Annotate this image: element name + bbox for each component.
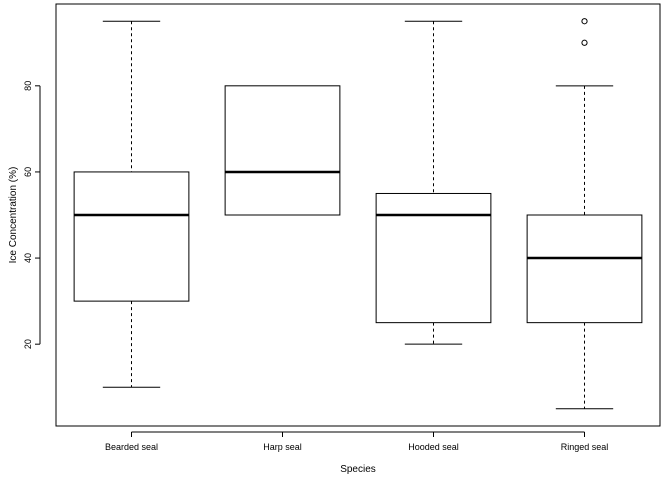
x-tick-label: Hooded seal [408,442,459,452]
x-axis-label: Species [340,464,376,475]
outlier-point [581,39,588,46]
x-tick-label: Bearded seal [105,442,158,452]
y-tick-label: 40 [23,253,33,263]
iqr-box [375,192,492,324]
y-axis: 20 40 60 80 [23,81,41,349]
plot-area-frame [55,3,661,427]
iqr-box [526,214,643,324]
y-tick-label: 80 [23,81,33,91]
x-tick-label: Ringed seal [561,442,609,452]
y-axis-label: Ice Concentration (%) [8,167,19,264]
box-harp-seal [224,85,341,216]
x-tick-label: Harp seal [263,442,302,452]
boxes-group [73,18,643,410]
outlier-point [581,18,588,25]
x-axis: Bearded seal Harp seal Hooded seal Ringed s… [105,431,609,452]
y-tick-label: 20 [23,339,33,349]
box-bearded-seal [73,20,190,388]
iqr-box [73,171,190,302]
iqr-box [224,85,341,216]
y-tick-label: 60 [23,167,33,177]
box-hooded-seal [375,20,492,345]
box-ringed-seal [526,18,643,410]
